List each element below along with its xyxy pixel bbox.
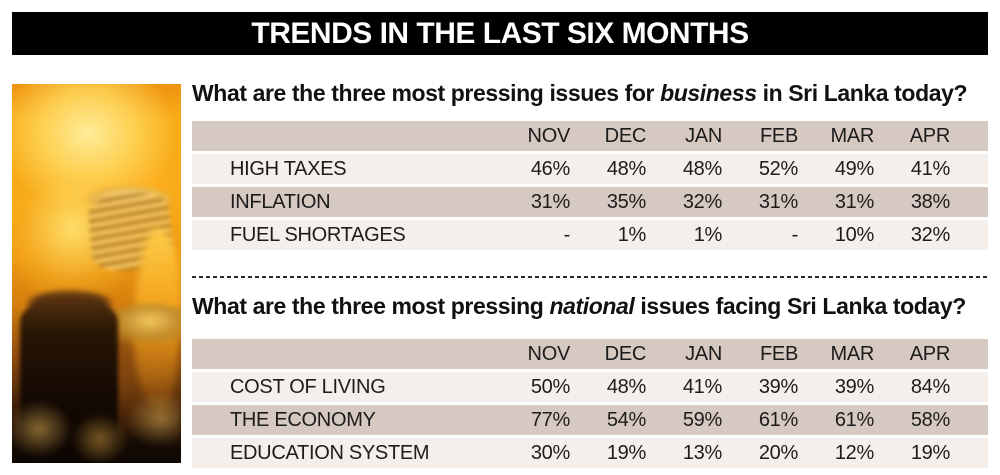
cell-value: 1% [617, 223, 647, 246]
question-business-suffix: in Sri Lanka today? [756, 80, 968, 106]
column-header-mar: MAR [830, 124, 874, 147]
cell-value: 77% [530, 408, 570, 431]
cell-value: 35% [606, 190, 646, 213]
cell-value: 31% [834, 190, 874, 213]
table-row: COST OF LIVING 50% 48% 41% 39% 39% 84% [192, 372, 988, 402]
cell-value: 61% [758, 408, 798, 431]
table-header-row: NOV DEC JAN FEB MAR APR [192, 339, 988, 369]
cell-value: 58% [910, 408, 950, 431]
row-label: HIGH TAXES [230, 157, 347, 180]
cell-value: 61% [834, 408, 874, 431]
column-header-apr: APR [909, 342, 951, 365]
row-label: INFLATION [230, 190, 331, 213]
cell-value: 32% [682, 190, 722, 213]
cell-value: 31% [758, 190, 798, 213]
column-header-nov: NOV [527, 124, 571, 147]
column-header-mar: MAR [830, 342, 874, 365]
question-national-prefix: What are the three most pressing [192, 293, 550, 319]
business-issues-table: NOV DEC JAN FEB MAR APR HIGH TAXES 46% 4… [192, 121, 988, 250]
national-issues-table: NOV DEC JAN FEB MAR APR COST OF LIVING 5… [192, 339, 988, 468]
column-header-feb: FEB [760, 342, 798, 365]
column-header-dec: DEC [604, 124, 647, 147]
cell-value: 38% [910, 190, 950, 213]
burning-coins-photo [12, 84, 181, 463]
table-row: HIGH TAXES 46% 48% 48% 52% 49% 41% [192, 154, 988, 184]
cell-value: 39% [834, 375, 874, 398]
cell-value: 41% [910, 157, 950, 180]
question-business: What are the three most pressing issues … [192, 80, 988, 106]
cell-value: 39% [758, 375, 798, 398]
column-header-nov: NOV [527, 342, 571, 365]
column-header-jan: JAN [685, 124, 722, 147]
question-national: What are the three most pressing nationa… [192, 293, 988, 319]
cell-value: 54% [606, 408, 646, 431]
cell-value: 19% [910, 441, 950, 464]
row-label: COST OF LIVING [230, 375, 386, 398]
cell-value: 50% [530, 375, 570, 398]
cell-value: 48% [606, 157, 646, 180]
cell-value: 13% [682, 441, 722, 464]
table-row: INFLATION 31% 35% 32% 31% 31% 38% [192, 187, 988, 217]
title-bar: TRENDS IN THE LAST SIX MONTHS [12, 12, 988, 55]
row-label: THE ECONOMY [230, 408, 376, 431]
table-header-row: NOV DEC JAN FEB MAR APR [192, 121, 988, 151]
page-title: TRENDS IN THE LAST SIX MONTHS [251, 16, 749, 50]
cell-value: 12% [834, 441, 874, 464]
cell-value: 10% [834, 223, 874, 246]
row-label: FUEL SHORTAGES [230, 223, 406, 246]
cell-value: 31% [530, 190, 570, 213]
table-row: THE ECONOMY 77% 54% 59% 61% 61% 58% [192, 405, 988, 435]
cell-value: 48% [682, 157, 722, 180]
question-business-prefix: What are the three most pressing issues … [192, 80, 661, 106]
row-label: EDUCATION SYSTEM [230, 441, 430, 464]
column-header-jan: JAN [685, 342, 722, 365]
table-row: FUEL SHORTAGES - 1% 1% - 10% 32% [192, 220, 988, 250]
cell-value: 52% [758, 157, 798, 180]
cell-value: 32% [910, 223, 950, 246]
bottom-coin-glow [12, 394, 181, 463]
cell-value: 49% [834, 157, 874, 180]
cell-value: 19% [606, 441, 646, 464]
question-national-suffix: issues facing Sri Lanka today? [634, 293, 966, 319]
column-header-apr: APR [909, 124, 951, 147]
question-business-emphasis: business [660, 80, 757, 106]
cell-value: 1% [693, 223, 723, 246]
cell-value: 48% [606, 375, 646, 398]
cell-value: - [563, 223, 571, 246]
cell-value: 59% [682, 408, 722, 431]
column-header-feb: FEB [760, 124, 798, 147]
table-row: EDUCATION SYSTEM 30% 19% 13% 20% 12% 19% [192, 438, 988, 468]
cell-value: 41% [682, 375, 722, 398]
dashed-divider [192, 276, 988, 278]
question-national-emphasis: national [549, 293, 635, 319]
cell-value: 46% [530, 157, 570, 180]
cell-value: 20% [758, 441, 798, 464]
cell-value: 30% [530, 441, 570, 464]
column-header-dec: DEC [604, 342, 647, 365]
cell-value: 84% [910, 375, 950, 398]
cell-value: - [791, 223, 799, 246]
